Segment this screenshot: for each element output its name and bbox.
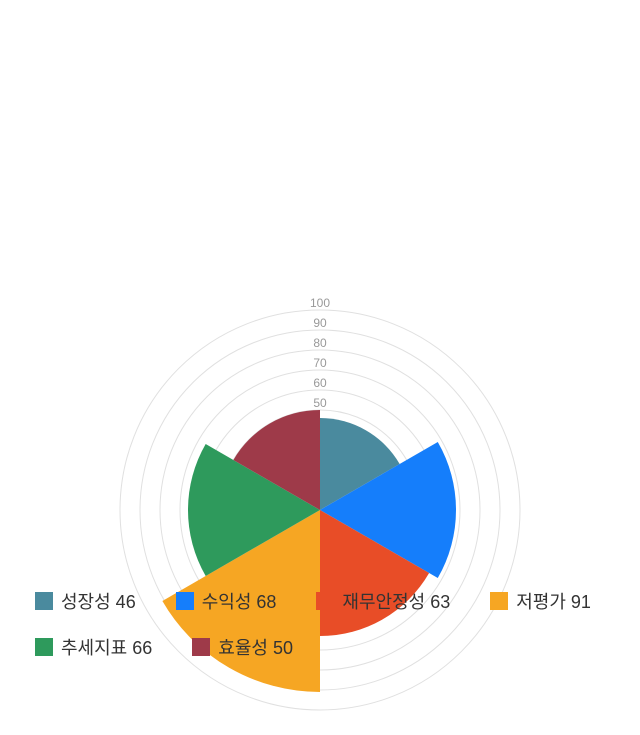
legend-label: 효율성 50 [218, 634, 293, 660]
legend-item: 저평가 91 [490, 588, 591, 614]
axis-tick-label: 90 [313, 316, 327, 330]
axis-tick-label: 100 [310, 296, 330, 310]
chart-legend: 성장성 46 수익성 68 재무안정성 63 저평가 91 추세지표 66 효율성 50 [35, 588, 605, 660]
legend-item: 수익성 68 [176, 588, 277, 614]
legend-item: 추세지표 66 [35, 634, 152, 660]
legend-swatch [176, 592, 194, 610]
legend-swatch [35, 592, 53, 610]
legend-label: 저평가 91 [516, 588, 591, 614]
axis-tick-label: 80 [313, 336, 327, 350]
polar-chart-container: 50 60 70 80 90 100 성장성 46 수익성 68 재무안정성 63 저평가 91… [0, 0, 640, 700]
polar-chart: 50 60 70 80 90 100 [100, 290, 540, 730]
legend-item: 성장성 46 [35, 588, 136, 614]
legend-label: 수익성 68 [202, 588, 277, 614]
legend-swatch [316, 592, 334, 610]
legend-swatch [192, 638, 210, 656]
legend-swatch [35, 638, 53, 656]
legend-label: 성장성 46 [61, 588, 136, 614]
legend-item: 재무안정성 63 [316, 588, 450, 614]
axis-tick-label: 70 [313, 356, 327, 370]
chart-svg-wrapper: 50 60 70 80 90 100 [100, 290, 540, 735]
legend-item: 효율성 50 [192, 634, 293, 660]
axis-tick-label: 50 [313, 396, 327, 410]
legend-swatch [490, 592, 508, 610]
legend-label: 추세지표 66 [61, 634, 152, 660]
legend-label: 재무안정성 63 [342, 588, 450, 614]
axis-tick-label: 60 [313, 376, 327, 390]
